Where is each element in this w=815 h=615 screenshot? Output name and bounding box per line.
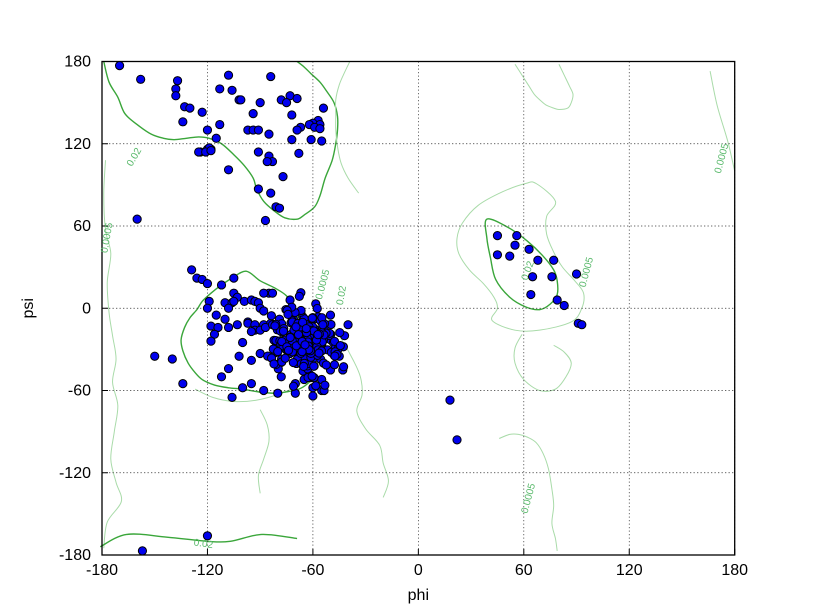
svg-text:-60: -60 [301, 562, 324, 579]
svg-text:0.02: 0.02 [193, 537, 214, 551]
svg-text:psi: psi [20, 298, 37, 318]
svg-text:60: 60 [73, 218, 91, 235]
svg-text:0: 0 [414, 562, 423, 579]
svg-text:0.0005: 0.0005 [520, 482, 539, 515]
svg-text:-120: -120 [59, 465, 91, 482]
svg-text:0.0005: 0.0005 [713, 142, 732, 175]
svg-text:0.02: 0.02 [335, 285, 349, 307]
svg-text:0: 0 [82, 300, 91, 317]
svg-text:180: 180 [721, 562, 748, 579]
svg-text:120: 120 [616, 562, 643, 579]
svg-text:phi: phi [408, 587, 429, 604]
svg-text:-120: -120 [191, 562, 223, 579]
svg-text:120: 120 [64, 136, 91, 153]
svg-text:-180: -180 [86, 562, 118, 579]
svg-text:180: 180 [64, 54, 91, 71]
svg-text:0.0005: 0.0005 [314, 268, 333, 301]
svg-text:0.02: 0.02 [125, 146, 144, 169]
svg-text:-60: -60 [68, 383, 91, 400]
svg-text:60: 60 [515, 562, 533, 579]
svg-text:-180: -180 [59, 547, 91, 564]
